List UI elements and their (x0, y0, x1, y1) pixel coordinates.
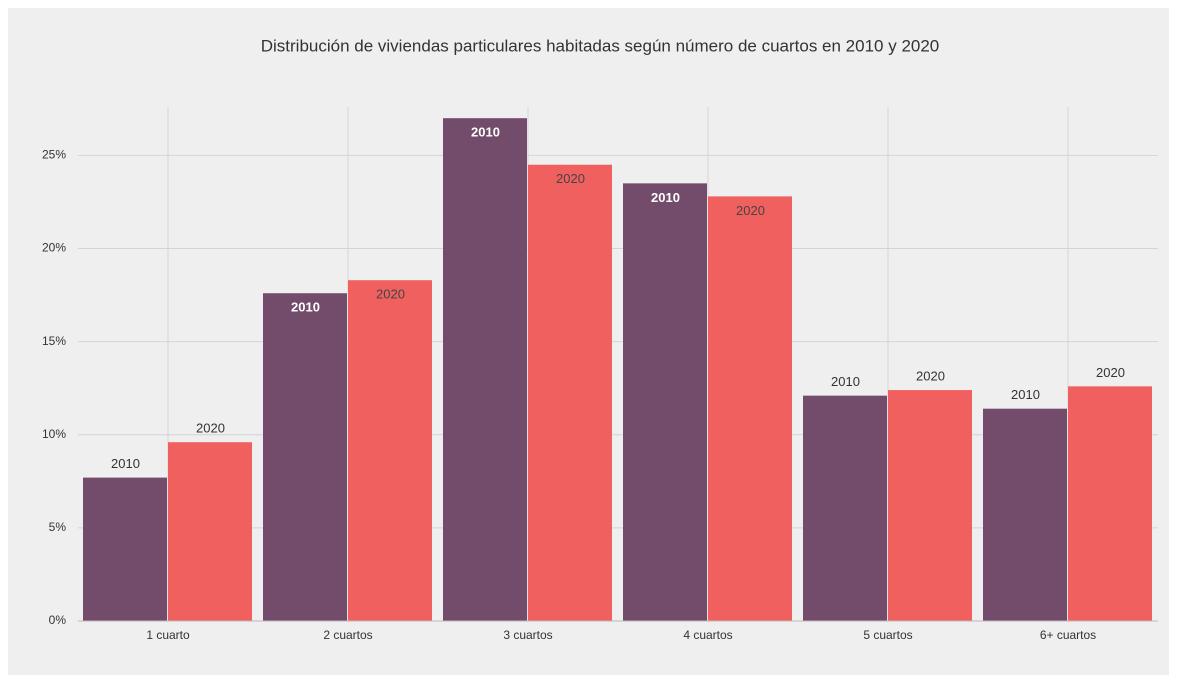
y-tick-label: 0% (49, 613, 67, 627)
y-tick-label: 20% (42, 241, 66, 255)
y-tick-label: 25% (42, 148, 66, 162)
x-tick-label: 5 cuartos (863, 628, 912, 642)
bar-label: 2020 (736, 203, 765, 218)
bar-label: 2010 (651, 190, 680, 205)
bar (803, 395, 887, 621)
bar (888, 390, 972, 621)
bar-label: 2010 (111, 456, 140, 471)
bar (1068, 386, 1152, 621)
x-tick-label: 4 cuartos (683, 628, 732, 642)
bar-label: 2020 (376, 287, 405, 302)
bar (528, 164, 612, 622)
x-tick-label: 1 cuarto (146, 628, 190, 642)
bar (443, 118, 527, 621)
bar (983, 408, 1067, 621)
y-tick-label: 10% (42, 427, 66, 441)
bar (623, 183, 707, 621)
x-tick-label: 2 cuartos (323, 628, 372, 642)
x-tick-label: 6+ cuartos (1040, 628, 1096, 642)
y-tick-label: 5% (49, 520, 67, 534)
bar-label: 2010 (471, 125, 500, 140)
y-tick-label: 15% (42, 334, 66, 348)
bar-label: 2020 (556, 171, 585, 186)
bar (83, 477, 167, 621)
bar-label: 2020 (196, 421, 225, 436)
bar-label: 2020 (916, 369, 945, 384)
chart-title: Distribución de viviendas particulares h… (261, 36, 940, 55)
bar (168, 442, 252, 621)
bar-label: 2010 (831, 374, 860, 389)
bar-label: 2010 (1011, 387, 1040, 402)
x-tick-label: 3 cuartos (503, 628, 552, 642)
bar (348, 280, 432, 621)
bar (708, 196, 792, 622)
bar-label: 2010 (291, 300, 320, 315)
bar-label: 2020 (1096, 365, 1125, 380)
bar (263, 293, 347, 621)
